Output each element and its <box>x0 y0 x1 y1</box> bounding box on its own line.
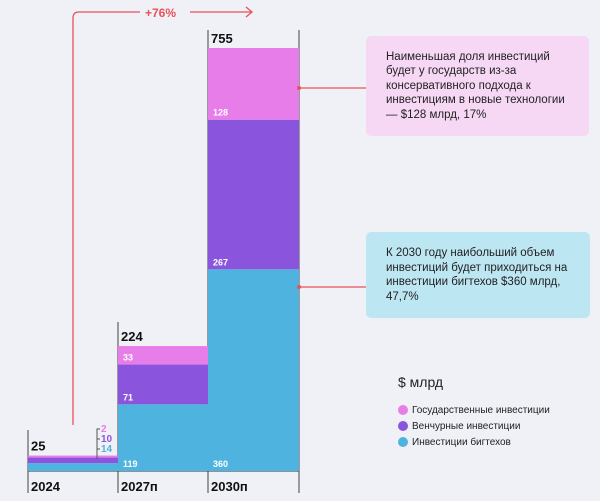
bracket-lines <box>96 428 100 459</box>
legend-dot <box>398 421 408 431</box>
legend-item-venture: Венчурные инвестиции <box>398 418 550 434</box>
data-label: 128 <box>213 108 228 118</box>
data-label: 360 <box>213 459 228 469</box>
total-label: 25 <box>31 439 45 454</box>
bar-segment <box>208 269 299 471</box>
x-tick-label: 2024 <box>31 479 61 494</box>
data-label: 119 <box>123 459 138 469</box>
data-label: 2 <box>101 424 107 435</box>
note-bigtech: К 2030 году наибольший объем инвестиций … <box>366 232 590 318</box>
data-label: 71 <box>123 392 133 402</box>
note-government-text: Наименьшая доля инвестиций будет у госуд… <box>386 50 565 121</box>
legend-dot <box>398 437 408 447</box>
data-label: 10 <box>101 434 113 445</box>
bar-segment <box>208 48 299 120</box>
legend-label: Инвестиции бигтехов <box>412 436 511 448</box>
bar-segment <box>28 455 119 458</box>
note-bigtech-text: К 2030 году наибольший объем инвестиций … <box>386 247 568 303</box>
data-label: 267 <box>213 257 228 267</box>
bar-segment <box>28 457 119 464</box>
total-label: 224 <box>121 329 143 344</box>
legend-label: Венчурные инвестиции <box>412 420 521 432</box>
legend-item-bigtech: Инвестиции бигтехов <box>398 434 550 450</box>
connector-bigtech-dot <box>297 285 301 289</box>
legend-dot <box>398 405 408 415</box>
bar-segment <box>118 346 209 365</box>
x-tick-label: 2027п <box>121 479 158 494</box>
bar-segment <box>28 463 119 471</box>
data-label: 14 <box>101 444 113 455</box>
growth-arrow <box>72 6 254 425</box>
x-tick-label: 2030п <box>211 479 248 494</box>
note-government: Наименьшая доля инвестиций будет у госуд… <box>366 36 589 136</box>
unit-label: $ млрд <box>398 374 444 390</box>
total-label: 755 <box>211 31 233 46</box>
data-label: 33 <box>123 353 133 363</box>
growth-label: +76% <box>145 6 176 20</box>
connector-government-dot <box>297 86 301 90</box>
bar-segment <box>118 404 209 471</box>
legend-label: Государственные инвестиции <box>412 404 550 416</box>
bar-segment <box>208 119 299 270</box>
bar-segment <box>118 364 209 405</box>
legend: $ млрд Государственные инвестиции Венчур… <box>398 374 550 450</box>
legend-item-government: Государственные инвестиции <box>398 402 550 418</box>
